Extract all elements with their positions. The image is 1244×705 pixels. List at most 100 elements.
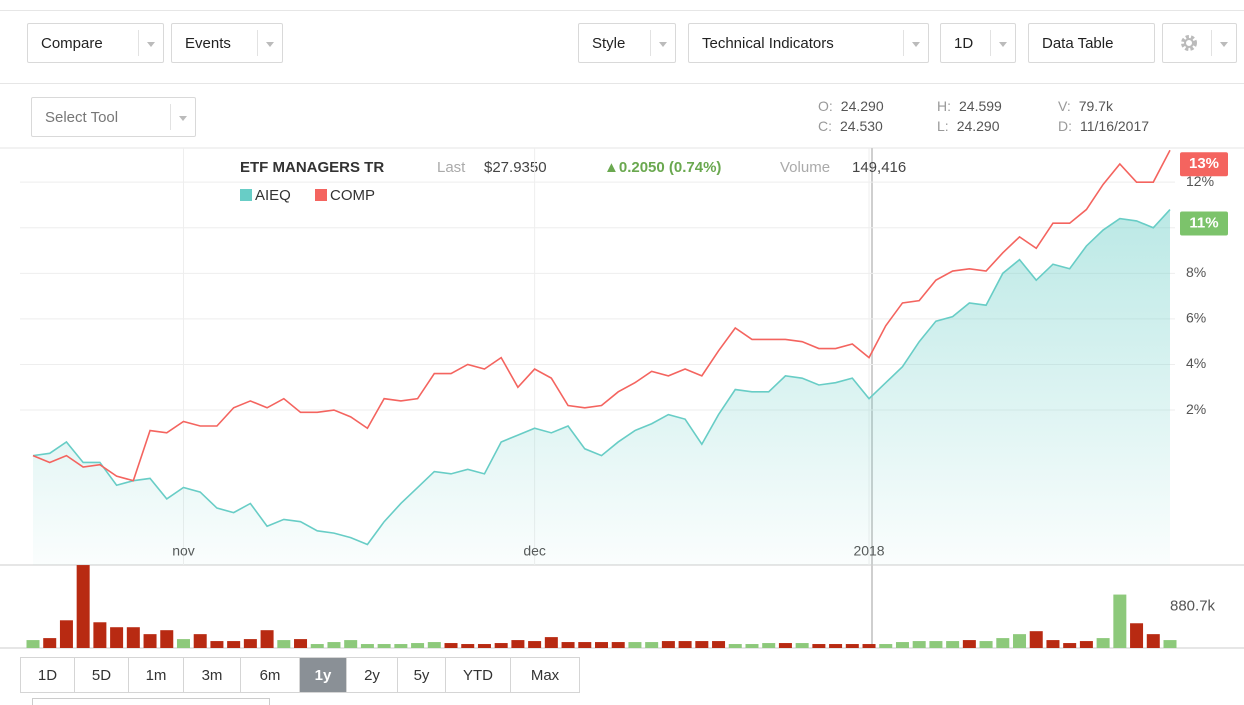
dropdown-arrow: [903, 30, 928, 56]
settings-button[interactable]: [1162, 23, 1237, 63]
volume-bar: [461, 644, 475, 648]
volume-bar: [996, 638, 1010, 648]
volume-bar: [778, 643, 792, 648]
volume-bar: [845, 644, 859, 648]
volume-bar: [243, 639, 257, 648]
legend-swatch: [240, 189, 252, 201]
range-button[interactable]: 1m: [129, 658, 184, 692]
range-button[interactable]: 3m: [184, 658, 241, 692]
toolbar-button[interactable]: Style: [578, 23, 676, 63]
volume-bar: [1013, 634, 1027, 648]
volume-bar: [176, 639, 190, 648]
volume-bar: [93, 622, 107, 648]
ohlc-label: D:: [1058, 118, 1072, 134]
ohlc-value: 24.290: [840, 98, 884, 114]
quote-volume: 149,416: [852, 159, 906, 176]
ohlc-label: H:: [937, 98, 951, 114]
volume-bar: [1130, 623, 1144, 648]
volume-bar: [411, 643, 425, 648]
volume-bar: [344, 640, 358, 648]
volume-bar: [795, 643, 809, 648]
toolbar-button[interactable]: Data Table: [1028, 23, 1155, 63]
range-buttons: 1D 5D 1m 3m 6m 1y 2y 5y YTD Max: [20, 657, 580, 693]
range-button[interactable]: 2y: [347, 658, 398, 692]
volume-bar: [611, 642, 625, 648]
volume-bar: [895, 642, 909, 648]
legend-label: AIEQ: [255, 187, 291, 204]
volume-bar: [394, 644, 408, 648]
volume-bar: [695, 641, 709, 648]
volume-bar: [762, 643, 776, 648]
range-button[interactable]: YTD: [446, 658, 511, 692]
volume-bar: [26, 640, 40, 648]
button-label: 1D: [954, 34, 974, 52]
range-button[interactable]: 5y: [398, 658, 446, 692]
volume-bar: [862, 644, 876, 648]
toolbar-button[interactable]: Events: [171, 23, 283, 63]
volume-bar: [126, 627, 140, 648]
range-button[interactable]: 6m: [241, 658, 300, 692]
volume-bar: [210, 641, 224, 648]
value-badge: [1180, 211, 1228, 236]
range-button[interactable]: 1D: [21, 658, 75, 692]
volume-bar: [511, 640, 525, 648]
quote-volume-label: Volume: [780, 159, 830, 176]
legend-swatch: [315, 189, 327, 201]
volume-bar: [76, 565, 90, 648]
volume-bar: [578, 642, 592, 648]
volume-bar: [294, 639, 308, 648]
ohlc-item: H: 24.599: [937, 98, 1002, 114]
button-label: Compare: [41, 34, 103, 52]
volume-bar: [544, 637, 558, 648]
ohlc-value: 24.599: [959, 98, 1002, 114]
legend-label: COMP: [330, 187, 375, 204]
dropdown-arrow: [138, 30, 163, 56]
quote-last-label: Last: [437, 159, 466, 176]
dropdown-arrow: [1211, 30, 1236, 56]
y-tick-label: 8%: [1186, 264, 1206, 280]
y-tick-label: 12%: [1186, 173, 1214, 189]
ohlc-item: V: 79.7k: [1058, 98, 1113, 114]
toolbar-button[interactable]: Compare: [27, 23, 164, 63]
volume-bar: [444, 643, 458, 648]
range-button[interactable]: 1y: [300, 658, 347, 692]
volume-bar: [143, 634, 157, 648]
ohlc-item: C: 24.530: [818, 118, 883, 134]
volume-bar: [1079, 641, 1093, 648]
y-tick-label: 4%: [1186, 355, 1206, 371]
button-label: Events: [185, 34, 231, 52]
volume-bar: [628, 642, 642, 648]
range-button[interactable]: 5D: [75, 658, 129, 692]
dropdown-arrow: [257, 30, 282, 56]
ohlc-label: C:: [818, 118, 832, 134]
volume-bar: [645, 642, 659, 648]
volume-bar: [929, 641, 943, 648]
range-button[interactable]: Max: [530, 666, 560, 684]
volume-bar: [260, 630, 274, 648]
ohlc-value: 79.7k: [1078, 98, 1113, 114]
value-label: 11%: [1189, 214, 1218, 231]
volume-bar: [745, 644, 759, 648]
volume-bar: [595, 642, 608, 648]
volume-bar: [43, 638, 57, 648]
ohlc-value: 24.290: [956, 118, 1000, 134]
select-tool[interactable]: Select Tool: [31, 97, 196, 137]
volume-bar: [1146, 634, 1160, 648]
volume-bar: [661, 641, 675, 648]
button-label: Technical Indicators: [702, 34, 834, 52]
select-tool-label: Select Tool: [45, 108, 119, 126]
volume-bar: [962, 640, 976, 648]
dropdown-arrow: [650, 30, 675, 56]
toolbar-button[interactable]: Technical Indicators: [688, 23, 929, 63]
volume-bar: [712, 641, 726, 648]
ohlc-item: O: 24.290: [818, 98, 884, 114]
area: [33, 209, 1170, 565]
volume-bar: [528, 641, 542, 648]
ohlc-item: D: 11/16/2017: [1058, 118, 1149, 134]
line: [32, 208, 1171, 546]
volume-bar: [812, 644, 826, 648]
top-rule: [0, 10, 1244, 11]
volume-bar: [1046, 640, 1060, 648]
toolbar-button[interactable]: 1D: [940, 23, 1016, 63]
ohlc-label: V:: [1058, 98, 1071, 114]
